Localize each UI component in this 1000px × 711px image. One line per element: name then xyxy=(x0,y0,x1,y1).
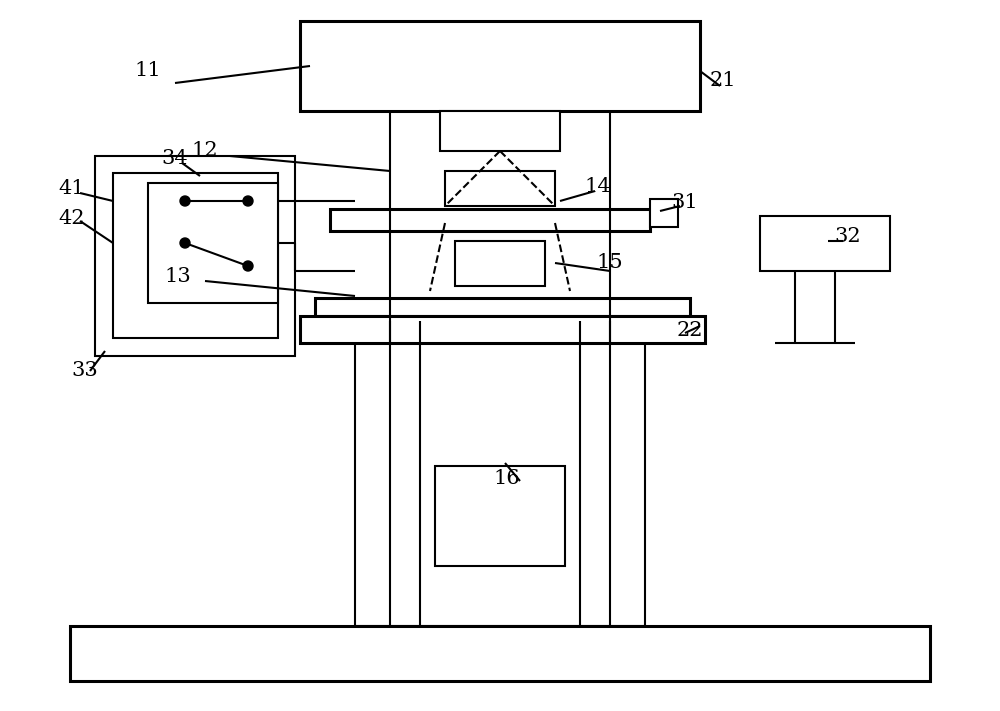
Circle shape xyxy=(243,261,253,271)
Text: 12: 12 xyxy=(192,141,218,161)
Circle shape xyxy=(180,238,190,248)
Bar xyxy=(70,626,930,681)
Text: 33: 33 xyxy=(72,361,98,380)
Bar xyxy=(315,298,690,316)
Circle shape xyxy=(243,196,253,206)
Text: 11: 11 xyxy=(135,61,161,80)
Bar xyxy=(300,21,700,111)
Text: 21: 21 xyxy=(710,72,736,90)
Text: 15: 15 xyxy=(597,254,623,272)
Bar xyxy=(300,316,705,343)
Text: 32: 32 xyxy=(835,227,861,245)
Text: 16: 16 xyxy=(494,469,520,488)
Bar xyxy=(440,111,560,151)
Text: 42: 42 xyxy=(59,210,85,228)
Circle shape xyxy=(180,196,190,206)
Bar xyxy=(455,241,545,286)
Text: 14: 14 xyxy=(585,176,611,196)
Bar xyxy=(760,216,890,271)
Bar xyxy=(445,171,555,206)
Text: 22: 22 xyxy=(677,321,703,341)
Text: 41: 41 xyxy=(59,179,85,198)
Bar xyxy=(113,173,278,338)
Bar xyxy=(148,183,278,303)
Bar xyxy=(650,199,678,227)
Text: 31: 31 xyxy=(672,193,698,213)
Text: 34: 34 xyxy=(162,149,188,169)
Bar xyxy=(435,466,565,566)
Bar xyxy=(95,156,295,356)
Bar xyxy=(330,209,650,231)
Text: 13: 13 xyxy=(165,267,191,286)
